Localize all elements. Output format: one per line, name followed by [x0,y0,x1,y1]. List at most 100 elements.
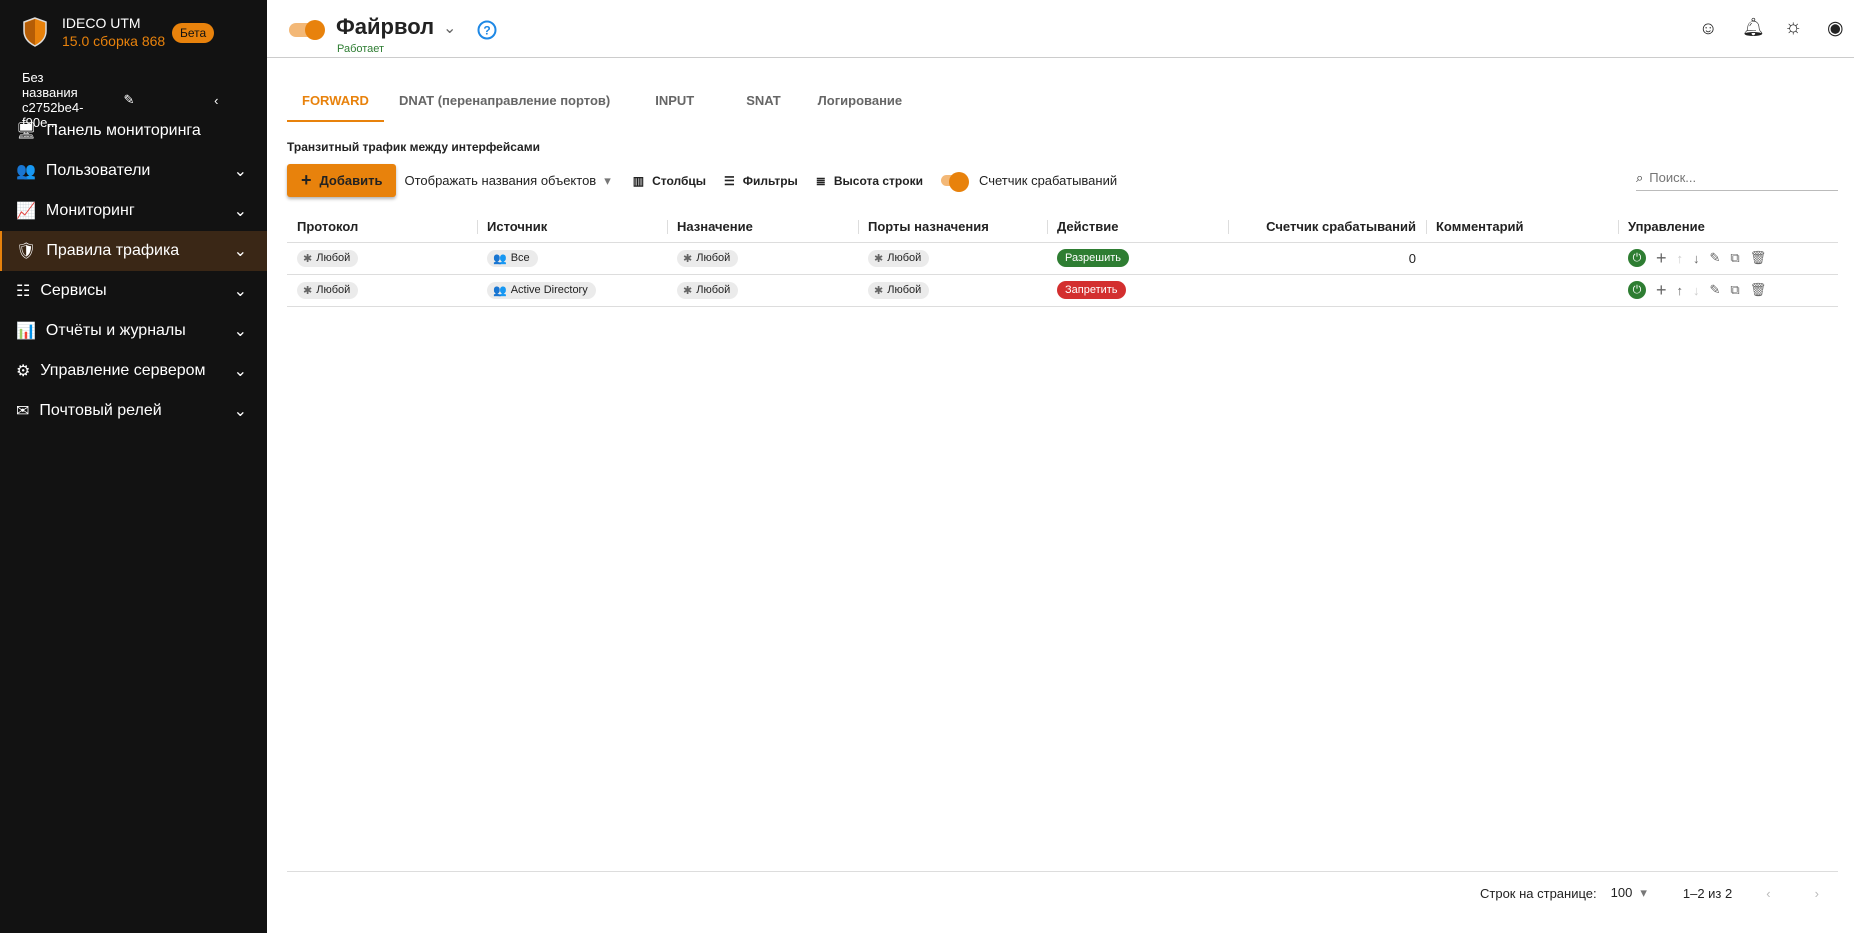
filters-button[interactable]: ☰ Фильтры [724,174,798,188]
sidebar-item-reports[interactable]: 📊 Отчёты и журналы ⌄ [0,311,267,351]
move-up-icon[interactable]: ↑ [1676,282,1684,298]
move-up-icon[interactable]: ↑ [1676,250,1684,266]
column-header-destination[interactable]: Назначение [667,212,858,243]
sidebar-item-label: Почтовый релей [39,402,162,419]
copy-icon[interactable]: ⧉ [1730,250,1740,265]
tab-input[interactable]: INPUT [655,93,695,108]
column-header-counter[interactable]: Счетчик срабатываний [1228,212,1426,243]
sidebar-item-label: Отчёты и журналы [45,322,186,339]
support-icon[interactable]: ☺ [1699,18,1718,38]
action-badge: Запретить [1057,281,1126,299]
delete-icon[interactable]: 🗑︎ [1749,282,1767,297]
counter-toggle[interactable] [940,172,969,192]
search-field[interactable]: ⌕ [1636,165,1838,191]
chevron-down-icon[interactable]: ⌄ [443,20,457,37]
chevron-down-icon: ⌄ [233,163,247,180]
asterisk-icon: ✱ [683,252,693,265]
sidebar-item-mail-relay[interactable]: ✉ Почтовый релей ⌄ [0,391,267,431]
chevron-down-icon: ⌄ [233,323,247,340]
chevron-down-icon: ⌄ [233,243,247,260]
brand-version: 15.0 сборка 868 [62,33,166,49]
chevron-down-icon: ⌄ [233,403,247,420]
users-icon: 👥 [493,252,507,265]
chip-label: Active Directory [510,284,588,296]
chip-label: Все [510,252,530,264]
collapse-sidebar-icon[interactable]: ‹ [214,92,219,108]
caret-down-icon: ▾ [604,172,611,188]
users-icon: 👥 [16,163,36,180]
asterisk-icon: ✱ [683,284,693,297]
filter-icon: ☰ [724,173,735,188]
table-header-row: Протокол Источник Назначение Порты назна… [287,212,1838,243]
move-down-icon[interactable]: ↓ [1693,250,1700,266]
source-chip: 👥 Все [487,249,538,267]
column-header-source[interactable]: Источник [477,212,667,243]
ports-chip: ✱ Любой [868,281,930,299]
tab-logging[interactable]: Логирование [817,93,903,108]
protocol-chip: ✱ Любой [297,249,359,267]
report-icon: 📊 [16,323,36,340]
sidebar-item-server[interactable]: ⚙ Управление сервером ⌄ [0,351,267,391]
search-input[interactable] [1649,170,1820,185]
pagination: Строк на странице: 100 ▾ 1–2 из 2 ‹ › [1480,885,1819,901]
project-name: Без названия c2752be4-f90e... [22,70,84,130]
sidebar-item-users[interactable]: 👥 Пользователи ⌄ [0,151,267,191]
add-button[interactable]: + Добавить [287,164,397,197]
account-icon[interactable]: ◉ [1827,18,1844,39]
column-header-ports[interactable]: Порты назначения [858,212,1047,243]
rows-per-page-label: Строк на странице: [1480,885,1597,901]
columns-label: Столбцы [652,173,706,188]
chip-label: Любой [887,252,922,264]
shield-logo-icon [23,17,47,47]
power-icon[interactable]: ⏻ [1628,281,1646,299]
sidebar-item-label: Мониторинг [45,202,135,219]
table-row[interactable]: ✱ Любой 👥 Все ✱ Любой ✱ Любой Разрешить 0 ⏻ + ↑… [287,242,1838,275]
delete-icon[interactable]: 🗑︎ [1749,250,1767,265]
bell-icon[interactable]: 🔔︎ [1742,17,1765,37]
insert-below-icon[interactable]: + [1656,247,1667,268]
users-icon: 👥 [493,284,507,297]
table-row[interactable]: ✱ Любой 👥 Active Directory ✱ Любой ✱ Любой Запр… [287,274,1838,307]
tab-snat[interactable]: SNAT [746,93,781,108]
sidebar-item-traffic-rules[interactable]: 🛡 Правила трафика ⌄ [0,231,267,271]
tab-forward[interactable]: FORWARD [287,86,384,122]
beta-badge: Бета [172,23,215,43]
monitor-icon: 🖥 [16,123,37,140]
move-down-icon[interactable]: ↓ [1693,282,1700,298]
sidebar: IDECO UTM 15.0 сборка 868 Бета Без назван… [0,0,267,933]
columns-button[interactable]: ▥ Столбцы [633,174,706,188]
sidebar-item-dashboard[interactable]: 🖥 Панель мониторинга [0,111,267,151]
prev-page-icon[interactable]: ‹ [1766,885,1771,901]
edit-icon[interactable]: ✎ [123,92,135,107]
project-name-row: Без названия c2752be4-f90e... ✎ ‹ [22,70,252,130]
column-header-protocol[interactable]: Протокол [287,212,477,243]
add-label: Добавить [319,173,383,188]
column-header-action[interactable]: Действие [1047,212,1228,243]
asterisk-icon: ✱ [303,284,313,297]
help-icon[interactable]: ? [477,20,497,40]
sidebar-item-monitoring[interactable]: 📈 Мониторинг ⌄ [0,191,267,231]
sidebar-item-label: Управление сервером [40,362,206,379]
display-names-select[interactable]: Отображать названия объектов ▾ [404,173,610,189]
gear-icon: ⚙ [16,363,31,380]
edit-icon[interactable]: ✎ [1709,282,1721,297]
edit-icon[interactable]: ✎ [1709,250,1721,265]
row-height-button[interactable]: ≣ Высота строки [816,174,923,188]
column-header-comment[interactable]: Комментарий [1426,212,1618,243]
column-header-controls: Управление [1618,212,1838,243]
chevron-down-icon: ⌄ [233,363,247,380]
footer-divider [287,871,1838,872]
counter-cell [1228,274,1426,307]
sidebar-item-services[interactable]: ☷ Сервисы ⌄ [0,271,267,311]
insert-below-icon[interactable]: + [1656,279,1667,300]
next-page-icon[interactable]: › [1814,885,1819,901]
chevron-down-icon: ⌄ [233,283,247,300]
firewall-toggle[interactable] [289,20,325,40]
power-icon[interactable]: ⏻ [1628,249,1646,267]
rows-per-page-select[interactable]: 100 ▾ [1611,885,1647,901]
tab-dnat[interactable]: DNAT (перенаправление портов) [398,93,611,108]
sidebar-item-label: Панель мониторинга [46,122,201,139]
section-subtitle: Транзитный трафик между интерфейсами [287,140,540,154]
theme-icon[interactable]: ☼ [1784,16,1803,38]
copy-icon[interactable]: ⧉ [1730,282,1740,297]
